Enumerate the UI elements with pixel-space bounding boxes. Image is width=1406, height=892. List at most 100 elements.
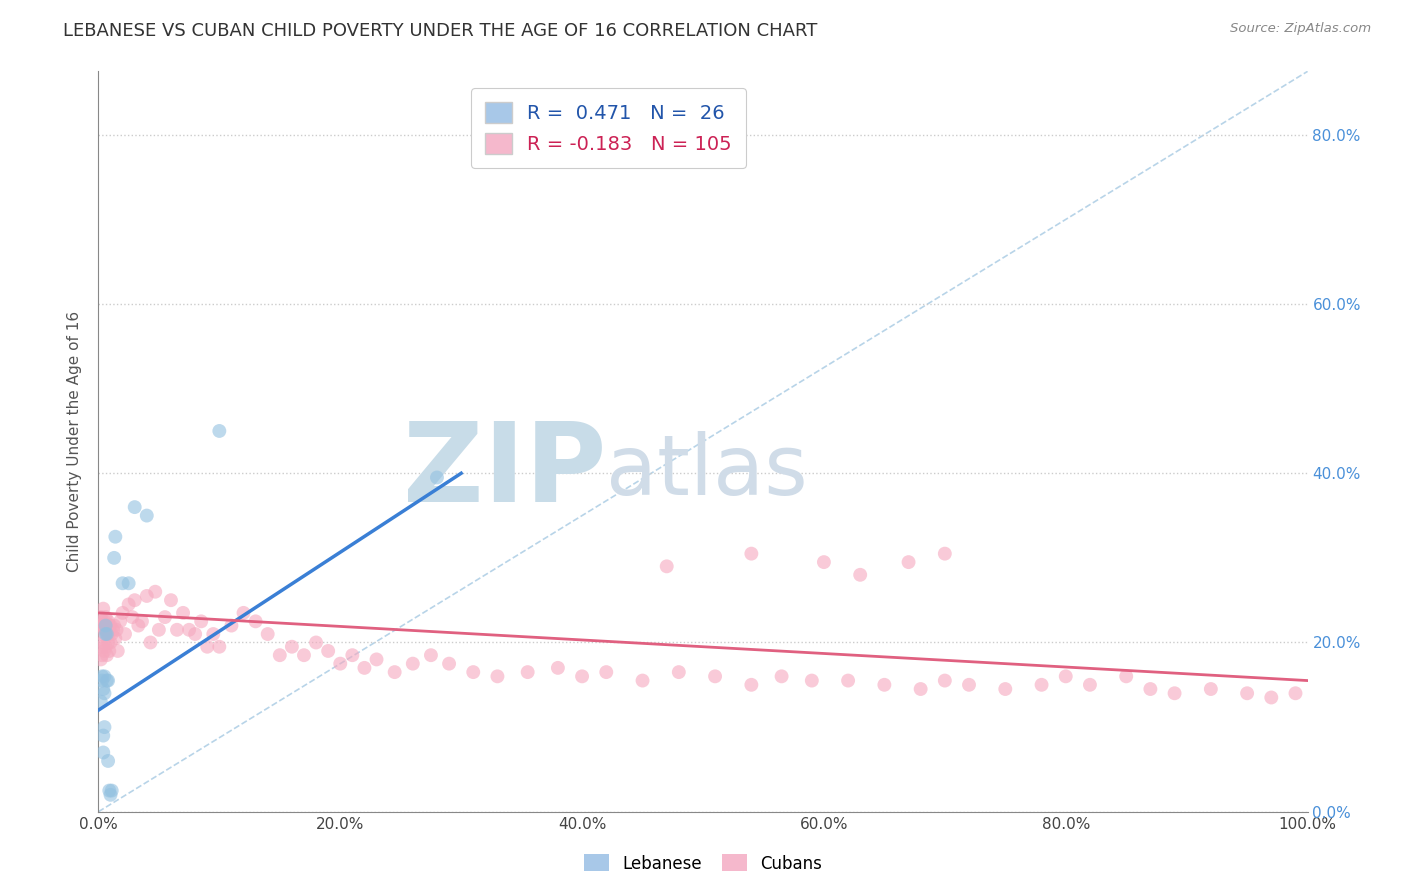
Point — [463, 665, 485, 679]
Point — [153, 610, 176, 624]
Point — [305, 635, 328, 649]
Point — [100, 788, 122, 802]
Point — [103, 618, 125, 632]
Point — [93, 623, 115, 637]
Point — [90, 652, 112, 666]
Point — [97, 673, 120, 688]
Point — [91, 681, 114, 696]
Point — [124, 593, 146, 607]
Point — [98, 644, 121, 658]
Point — [316, 644, 339, 658]
Point — [1236, 686, 1258, 700]
Point — [91, 648, 114, 663]
Point — [957, 678, 980, 692]
Point — [91, 615, 114, 629]
Point — [104, 632, 127, 646]
Point — [800, 673, 823, 688]
Point — [595, 665, 617, 679]
Point — [1054, 669, 1077, 683]
Legend: Lebanese, Cubans: Lebanese, Cubans — [578, 847, 828, 880]
Point — [100, 627, 122, 641]
Point — [740, 678, 762, 692]
Point — [1199, 681, 1222, 696]
Point — [90, 695, 112, 709]
Point — [994, 681, 1017, 696]
Point — [96, 618, 118, 632]
Point — [281, 640, 304, 654]
Point — [94, 640, 117, 654]
Point — [100, 618, 122, 632]
Point — [98, 618, 121, 632]
Point — [910, 681, 932, 696]
Point — [91, 601, 114, 615]
Point — [221, 618, 243, 632]
Point — [402, 657, 425, 671]
Point — [547, 661, 569, 675]
Point — [93, 644, 115, 658]
Point — [184, 627, 207, 641]
Point — [91, 618, 114, 632]
Point — [114, 627, 136, 641]
Point — [897, 555, 920, 569]
Point — [94, 610, 117, 624]
Point — [97, 635, 120, 649]
Point — [97, 615, 120, 629]
Point — [93, 615, 115, 629]
Point — [516, 665, 538, 679]
Point — [256, 627, 278, 641]
Point — [104, 530, 127, 544]
Point — [420, 648, 443, 663]
Point — [93, 669, 115, 683]
Point — [96, 673, 118, 688]
Point — [195, 640, 218, 654]
Point — [232, 606, 254, 620]
Point — [118, 576, 141, 591]
Point — [1031, 678, 1053, 692]
Point — [103, 550, 125, 565]
Point — [571, 669, 593, 683]
Point — [91, 729, 114, 743]
Point — [426, 470, 449, 484]
Point — [166, 623, 188, 637]
Point — [101, 623, 124, 637]
Point — [160, 593, 183, 607]
Text: LEBANESE VS CUBAN CHILD POVERTY UNDER THE AGE OF 16 CORRELATION CHART: LEBANESE VS CUBAN CHILD POVERTY UNDER TH… — [63, 22, 818, 40]
Point — [208, 424, 231, 438]
Point — [98, 783, 121, 797]
Point — [100, 635, 122, 649]
Point — [269, 648, 291, 663]
Point — [486, 669, 509, 683]
Point — [94, 623, 117, 637]
Point — [837, 673, 859, 688]
Point — [139, 635, 162, 649]
Point — [172, 606, 194, 620]
Point — [770, 669, 793, 683]
Point — [91, 627, 114, 641]
Point — [813, 555, 835, 569]
Point — [131, 615, 153, 629]
Point — [366, 652, 388, 666]
Legend: R =  0.471   N =  26, R = -0.183   N = 105: R = 0.471 N = 26, R = -0.183 N = 105 — [471, 88, 745, 168]
Point — [96, 623, 118, 637]
Point — [208, 640, 231, 654]
Point — [849, 567, 872, 582]
Point — [148, 623, 170, 637]
Point — [202, 627, 225, 641]
Point — [135, 589, 157, 603]
Point — [107, 644, 129, 658]
Point — [655, 559, 678, 574]
Point — [91, 640, 114, 654]
Point — [121, 610, 143, 624]
Point — [91, 635, 114, 649]
Point — [143, 584, 166, 599]
Point — [1078, 678, 1101, 692]
Point — [90, 610, 112, 624]
Point — [97, 627, 120, 641]
Point — [934, 673, 956, 688]
Point — [108, 615, 131, 629]
Point — [1139, 681, 1161, 696]
Point — [94, 618, 117, 632]
Point — [704, 669, 727, 683]
Point — [1260, 690, 1282, 705]
Point — [384, 665, 406, 679]
